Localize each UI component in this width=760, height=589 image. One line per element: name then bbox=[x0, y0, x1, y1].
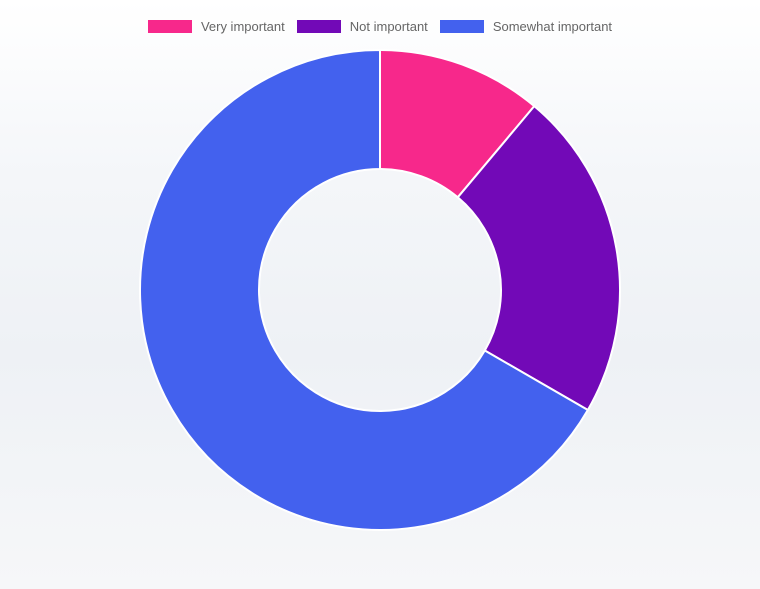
legend-label-not-important: Not important bbox=[349, 19, 428, 34]
legend-swatch-very-important bbox=[147, 20, 192, 33]
legend-item-somewhat-important[interactable]: Somewhat important bbox=[439, 19, 613, 34]
legend-label-somewhat-important: Somewhat important bbox=[492, 19, 613, 34]
chart-legend: Very important Not important Somewhat im… bbox=[0, 19, 760, 34]
slice-not-important[interactable] bbox=[456, 104, 621, 412]
slice-somewhat-important[interactable] bbox=[139, 48, 590, 531]
legend-item-not-important[interactable]: Not important bbox=[296, 19, 428, 34]
legend-label-very-important: Very important bbox=[200, 19, 285, 34]
legend-item-very-important[interactable]: Very important bbox=[147, 19, 285, 34]
legend-swatch-not-important bbox=[296, 20, 341, 33]
legend-swatch-somewhat-important bbox=[439, 20, 484, 33]
